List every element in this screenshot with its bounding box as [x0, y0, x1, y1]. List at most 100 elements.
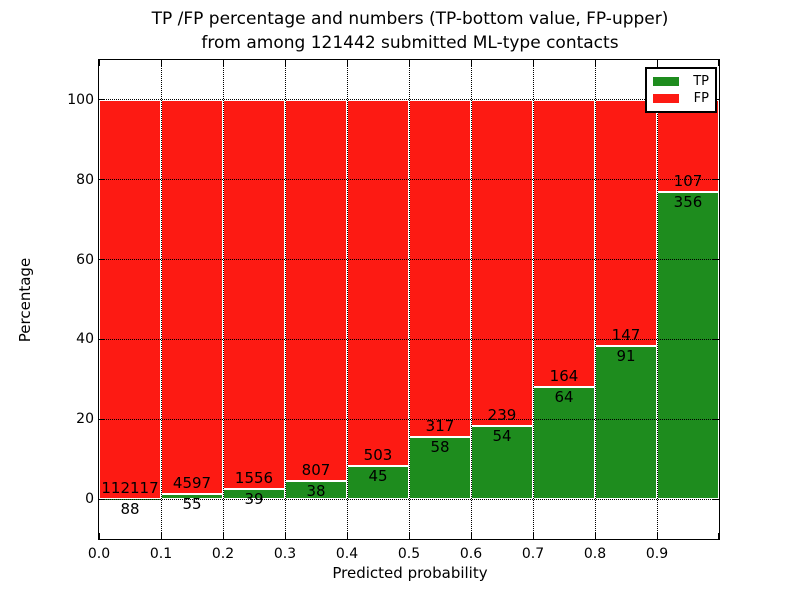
- fp-bar-segment: [347, 99, 409, 467]
- vertical-gridline: [470, 60, 472, 539]
- fp-bar-segment: [161, 99, 223, 495]
- fp-count-label: 164: [549, 367, 579, 386]
- horizontal-gridline: [99, 179, 719, 181]
- x-axis-label: Predicted probability: [332, 564, 488, 582]
- x-tick-mark: [347, 60, 348, 66]
- y-tick-mark: [713, 498, 719, 500]
- y-axis-label: Percentage: [16, 257, 34, 343]
- legend-row-fp: FP: [653, 92, 709, 105]
- fp-bar-segment: [533, 99, 595, 388]
- x-tick-mark: [533, 533, 534, 539]
- tp-count-label: 55: [182, 495, 202, 514]
- x-tick-mark: [347, 533, 348, 539]
- tp-bar-segment: [595, 346, 657, 500]
- y-tick-mark: [99, 498, 105, 500]
- y-tick-label: 0: [85, 491, 94, 508]
- tp-count-label: 58: [430, 438, 450, 457]
- fp-bar-segment: [595, 99, 657, 347]
- x-tick-label: 0.4: [335, 546, 359, 562]
- x-tick-mark: [409, 533, 410, 539]
- x-tick-mark: [718, 533, 719, 539]
- tp-count-label: 39: [244, 490, 264, 509]
- x-tick-label: 0.7: [521, 546, 545, 562]
- y-tick-mark: [713, 418, 719, 420]
- fp-legend-swatch: [653, 94, 679, 103]
- tp-count-label: 45: [368, 467, 388, 486]
- x-tick-mark: [595, 533, 596, 539]
- x-tick-mark: [533, 60, 534, 66]
- x-tick-label: 0.9: [645, 546, 669, 562]
- horizontal-gridline: [99, 338, 719, 340]
- tp-legend-label: TP: [693, 74, 709, 89]
- y-tick-label: 80: [76, 171, 94, 188]
- vertical-gridline: [284, 60, 286, 539]
- x-tick-mark: [161, 533, 162, 539]
- x-tick-label: 0.1: [149, 546, 173, 562]
- x-tick-mark: [657, 60, 658, 66]
- y-tick-mark: [99, 179, 105, 181]
- x-tick-mark: [657, 533, 658, 539]
- fp-bar-segment: [657, 99, 719, 193]
- y-tick-mark: [99, 99, 105, 101]
- horizontal-gridline: [99, 259, 719, 261]
- vertical-gridline: [160, 60, 162, 539]
- x-tick-mark: [285, 60, 286, 66]
- x-tick-mark: [285, 533, 286, 539]
- x-tick-label: 0.5: [397, 546, 421, 562]
- tp-count-label: 64: [554, 388, 574, 407]
- fp-legend-label: FP: [693, 91, 709, 106]
- x-tick-label: 0.2: [211, 546, 235, 562]
- x-tick-mark: [595, 60, 596, 66]
- fp-bar-segment: [223, 99, 285, 490]
- vertical-gridline: [408, 60, 410, 539]
- x-tick-label: 0.3: [273, 546, 297, 562]
- x-tick-mark: [471, 533, 472, 539]
- chart-title-line-1: TP /FP percentage and numbers (TP-bottom…: [151, 9, 669, 29]
- tp-count-label: 91: [616, 347, 636, 366]
- x-tick-mark: [223, 533, 224, 539]
- tp-legend-swatch: [653, 77, 679, 86]
- fp-count-label: 147: [611, 326, 641, 345]
- horizontal-gridline: [99, 99, 719, 101]
- fp-count-label: 503: [363, 446, 393, 465]
- x-tick-mark: [471, 60, 472, 66]
- fp-count-label: 807: [301, 461, 331, 480]
- tp-bar-segment: [347, 466, 409, 500]
- tp-bar-segment: [657, 192, 719, 500]
- fp-count-label: 112117: [101, 478, 159, 497]
- vertical-gridline: [532, 60, 534, 539]
- fp-bar-segment: [471, 99, 533, 426]
- y-tick-mark: [713, 179, 719, 181]
- x-tick-label: 0.0: [87, 546, 111, 562]
- x-tick-mark: [223, 60, 224, 66]
- y-tick-label: 100: [67, 91, 94, 108]
- tp-count-label: 54: [492, 426, 512, 445]
- chart-title-line-2: from among 121442 submitted ML-type cont…: [201, 33, 619, 53]
- y-tick-label: 60: [76, 251, 94, 268]
- fp-count-label: 317: [425, 417, 455, 436]
- fp-count-label: 239: [487, 405, 517, 424]
- fp-count-label: 107: [673, 172, 703, 191]
- tp-count-label: 38: [306, 482, 326, 501]
- y-tick-label: 20: [76, 411, 94, 428]
- x-tick-mark: [99, 60, 100, 66]
- y-tick-mark: [713, 338, 719, 340]
- y-tick-mark: [99, 418, 105, 420]
- vertical-gridline: [222, 60, 224, 539]
- x-tick-mark: [161, 60, 162, 66]
- y-tick-mark: [99, 259, 105, 261]
- horizontal-gridline: [99, 498, 719, 500]
- fp-count-label: 1556: [234, 469, 274, 488]
- fp-bar-segment: [99, 99, 161, 499]
- x-tick-mark: [718, 60, 719, 66]
- horizontal-gridline: [99, 418, 719, 420]
- tp-count-label: 356: [673, 193, 703, 212]
- x-tick-mark: [99, 533, 100, 539]
- fp-bar-segment: [409, 99, 471, 438]
- vertical-gridline: [346, 60, 348, 539]
- fp-bar-segment: [285, 99, 347, 482]
- vertical-gridline: [594, 60, 596, 539]
- y-tick-mark: [99, 338, 105, 340]
- x-tick-label: 0.8: [583, 546, 607, 562]
